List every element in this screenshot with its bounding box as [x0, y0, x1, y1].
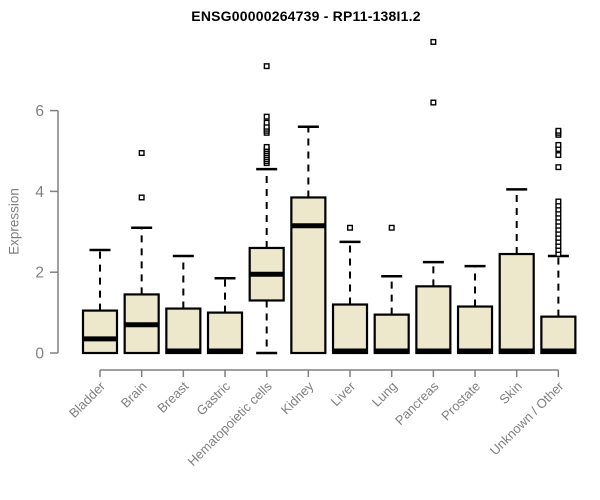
box-group-pancreas	[415, 38, 452, 355]
category-label: Gastric	[193, 378, 233, 418]
outlier-point	[555, 164, 562, 171]
y-axis-tick-label: 2	[35, 265, 44, 282]
chart-title: ENSG00000264739 - RP11-138I1.2	[191, 8, 421, 24]
category-label: Breast	[154, 378, 191, 415]
outlier-point	[263, 113, 270, 120]
box-rect	[165, 307, 202, 355]
box-rect	[290, 196, 327, 355]
category-label: Lung	[369, 379, 400, 410]
box-rect	[206, 311, 244, 355]
box-rect	[81, 309, 119, 355]
box-group-lung	[373, 224, 410, 355]
box-group-prostate	[456, 264, 494, 355]
outlier-point	[430, 99, 437, 106]
category-label: Kidney	[278, 378, 317, 417]
box-group-bladder	[81, 248, 119, 355]
box-rect	[456, 305, 494, 355]
category-label: Pancreas	[392, 378, 442, 428]
box-group-gastric	[206, 277, 244, 355]
category-label: Unknown / Other	[487, 378, 567, 458]
category-label: Liver	[328, 378, 359, 409]
outlier-point	[263, 63, 270, 70]
outlier-point	[555, 198, 562, 205]
outlier-point	[555, 141, 562, 148]
y-axis-tick-label: 6	[35, 103, 44, 120]
outlier-point	[263, 143, 270, 150]
outlier-point	[138, 150, 145, 157]
box-group-hematopoietic-cells	[248, 63, 285, 355]
outlier-point	[138, 194, 145, 201]
box-group-liver	[331, 224, 369, 355]
box-group-breast	[165, 254, 202, 355]
outlier-point	[347, 224, 354, 231]
category-label: Skin	[496, 379, 524, 407]
category-label: Prostate	[438, 379, 483, 424]
outlier-point	[263, 119, 270, 126]
box-rect	[331, 303, 369, 355]
outlier-point	[430, 38, 437, 45]
box-rect	[498, 252, 535, 355]
box-group-kidney	[290, 125, 327, 355]
y-axis-tick-label: 4	[35, 184, 44, 201]
outlier-point	[555, 152, 562, 159]
box-group-skin	[498, 188, 535, 355]
box-group-brain	[123, 150, 160, 355]
category-label: Brain	[118, 379, 150, 411]
box-rect	[540, 315, 577, 355]
box-rect	[373, 313, 410, 355]
category-label: Bladder	[66, 378, 109, 421]
y-axis-tick-label: 0	[35, 346, 44, 363]
box-rect	[415, 285, 452, 355]
outlier-point	[388, 224, 395, 231]
box-group-unknown-other	[540, 127, 577, 355]
outlier-point	[555, 127, 562, 134]
